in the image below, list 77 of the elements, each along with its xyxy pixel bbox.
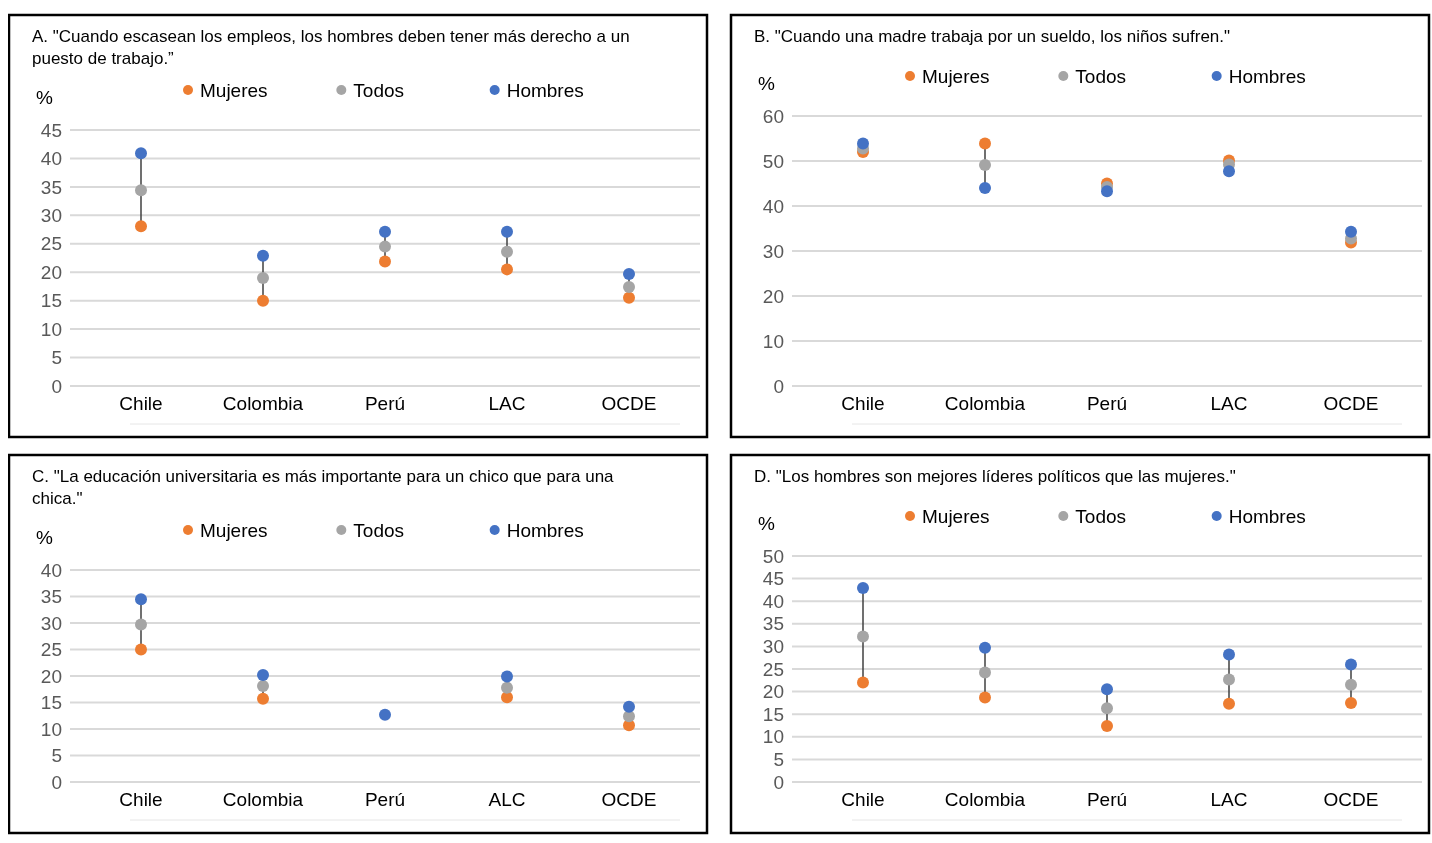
x-tick-label: OCDE	[601, 789, 657, 810]
y-tick-label: 15	[40, 290, 62, 312]
y-tick-label: 20	[40, 665, 62, 687]
y-tick-label: 40	[762, 590, 784, 612]
y-tick-label: 15	[40, 692, 62, 714]
y-tick-label: 30	[762, 240, 784, 262]
x-tick-label: LAC	[1210, 393, 1248, 414]
y-tick-label: 0	[51, 375, 62, 397]
y-tick-label: 20	[40, 261, 62, 283]
legend-label: Todos	[353, 80, 405, 101]
y-tick-label: 50	[762, 150, 784, 172]
y-tick-label: 10	[762, 330, 784, 352]
x-tick-label: Colombia	[222, 789, 304, 810]
x-tick-label: ALC	[488, 789, 526, 810]
x-tick-label: Chile	[841, 393, 885, 414]
legend-label: Hombres	[1228, 506, 1306, 527]
x-tick-label: Colombia	[944, 789, 1026, 810]
y-axis-title: %	[758, 513, 775, 534]
legend-label: Hombres	[1228, 66, 1306, 87]
y-tick-label: 20	[762, 285, 784, 307]
y-tick-label: 10	[40, 318, 62, 340]
legend-label: Hombres	[506, 520, 584, 541]
chart-title: D. "Los hombres son mejores líderes políticos que las mujeres."	[754, 467, 1236, 486]
chart-title: B. "Cuando una madre trabaja por un sueldo, los niños sufren."	[754, 27, 1231, 46]
y-tick-label: 30	[40, 204, 62, 226]
x-tick-label: Perú	[364, 789, 406, 810]
y-tick-label: 5	[773, 749, 784, 771]
y-tick-label: 20	[762, 681, 784, 703]
legend-label: Todos	[353, 520, 405, 541]
x-tick-label: Perú	[364, 393, 406, 414]
y-tick-label: 40	[40, 559, 62, 581]
x-tick-label: Colombia	[222, 393, 304, 414]
y-tick-label: 30	[762, 636, 784, 658]
y-tick-label: 0	[773, 375, 784, 397]
y-tick-label: 25	[40, 639, 62, 661]
y-tick-label: 15	[762, 703, 784, 725]
y-tick-label: 25	[40, 233, 62, 255]
x-tick-label: Perú	[1086, 393, 1128, 414]
x-tick-label: LAC	[488, 393, 526, 414]
legend-label: Todos	[1075, 66, 1127, 87]
y-axis-title: %	[36, 87, 53, 108]
y-tick-label: 10	[762, 726, 784, 748]
y-tick-label: 25	[762, 658, 784, 680]
x-tick-label: Chile	[841, 789, 885, 810]
chart-title: A. "Cuando escasean los empleos, los hombres deben tener más derecho a un puesto de trabajo.”	[32, 27, 630, 68]
y-axis-title: %	[36, 527, 53, 548]
legend-label: Todos	[1075, 506, 1127, 527]
y-tick-label: 10	[40, 718, 62, 740]
chart-title: C. "La educación universitaria es más importante para un chico que para una chica."	[32, 467, 615, 508]
x-tick-label: Chile	[119, 393, 163, 414]
y-tick-label: 35	[40, 176, 62, 198]
y-tick-label: 0	[773, 771, 784, 793]
legend-label: Mujeres	[922, 506, 990, 527]
x-tick-label: OCDE	[601, 393, 657, 414]
y-tick-label: 0	[51, 771, 62, 793]
y-axis-title: %	[758, 73, 775, 94]
legend-label: Hombres	[506, 80, 584, 101]
x-tick-label: Perú	[1086, 789, 1128, 810]
y-tick-label: 45	[762, 568, 784, 590]
y-tick-label: 5	[51, 745, 62, 767]
x-tick-label: Colombia	[944, 393, 1026, 414]
x-tick-label: OCDE	[1323, 789, 1379, 810]
y-tick-label: 35	[40, 586, 62, 608]
x-tick-label: Chile	[119, 789, 163, 810]
y-tick-label: 60	[762, 105, 784, 127]
y-tick-label: 45	[40, 119, 62, 141]
y-tick-label: 5	[51, 347, 62, 369]
x-tick-label: LAC	[1210, 789, 1248, 810]
legend-label: Mujeres	[922, 66, 990, 87]
legend-label: Mujeres	[200, 80, 268, 101]
y-tick-label: 40	[762, 195, 784, 217]
y-tick-label: 30	[40, 612, 62, 634]
y-tick-label: 40	[40, 148, 62, 170]
y-tick-label: 35	[762, 613, 784, 635]
y-tick-label: 50	[762, 545, 784, 567]
legend-label: Mujeres	[200, 520, 268, 541]
x-tick-label: OCDE	[1323, 393, 1379, 414]
